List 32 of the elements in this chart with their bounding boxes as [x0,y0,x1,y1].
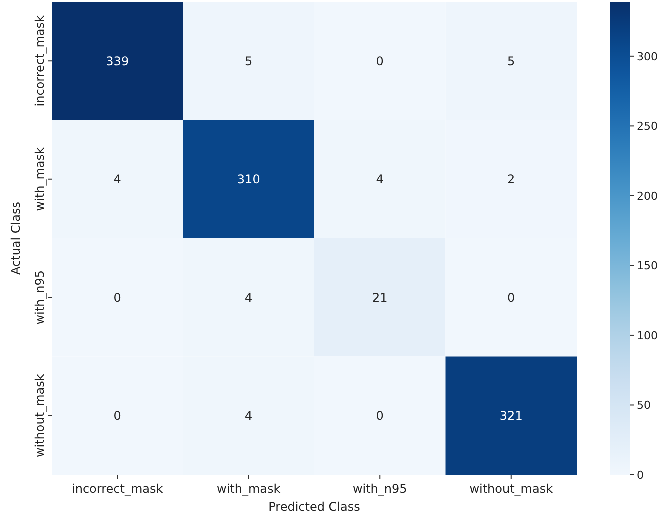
color-bar-label: 250 [637,120,658,134]
color-bar-label: 300 [637,50,658,64]
data-label: 310 [237,172,260,187]
data-label: 5 [508,54,516,68]
color-bar-label: 0 [637,468,644,482]
data-label: 4 [376,172,384,187]
color-bar-label: 100 [637,329,658,342]
data-label: 5 [245,54,253,68]
x-tick-label: with_mask [217,482,281,496]
data-label: 0 [114,409,122,424]
data-label: 4 [114,172,122,187]
data-label: 4 [245,290,253,305]
y-axis-title: Actual Class [9,202,23,275]
data-label: 0 [376,409,384,424]
data-label: 2 [508,172,516,187]
y-tick-label: with_mask [33,147,47,212]
x-tick-label: with_n95 [352,482,408,496]
data-label: 0 [114,290,122,305]
x-tick-label: without_mask [470,482,554,496]
y-tick-label: with_n95 [33,270,47,325]
data-label: 21 [372,290,388,305]
data-label: 4 [245,409,253,424]
color-bar-label: 50 [637,399,651,412]
data-label: 0 [508,290,516,305]
x-tick-label: incorrect_mask [72,482,164,496]
color-bar-label: 200 [637,190,658,203]
data-label: 0 [376,54,384,68]
data-label: 321 [500,409,523,424]
y-tick-label: incorrect_mask [33,15,47,107]
x-axis-title: Predicted Class [268,500,360,514]
data-label: 339 [106,54,130,68]
color-bar-label: 150 [637,260,658,273]
